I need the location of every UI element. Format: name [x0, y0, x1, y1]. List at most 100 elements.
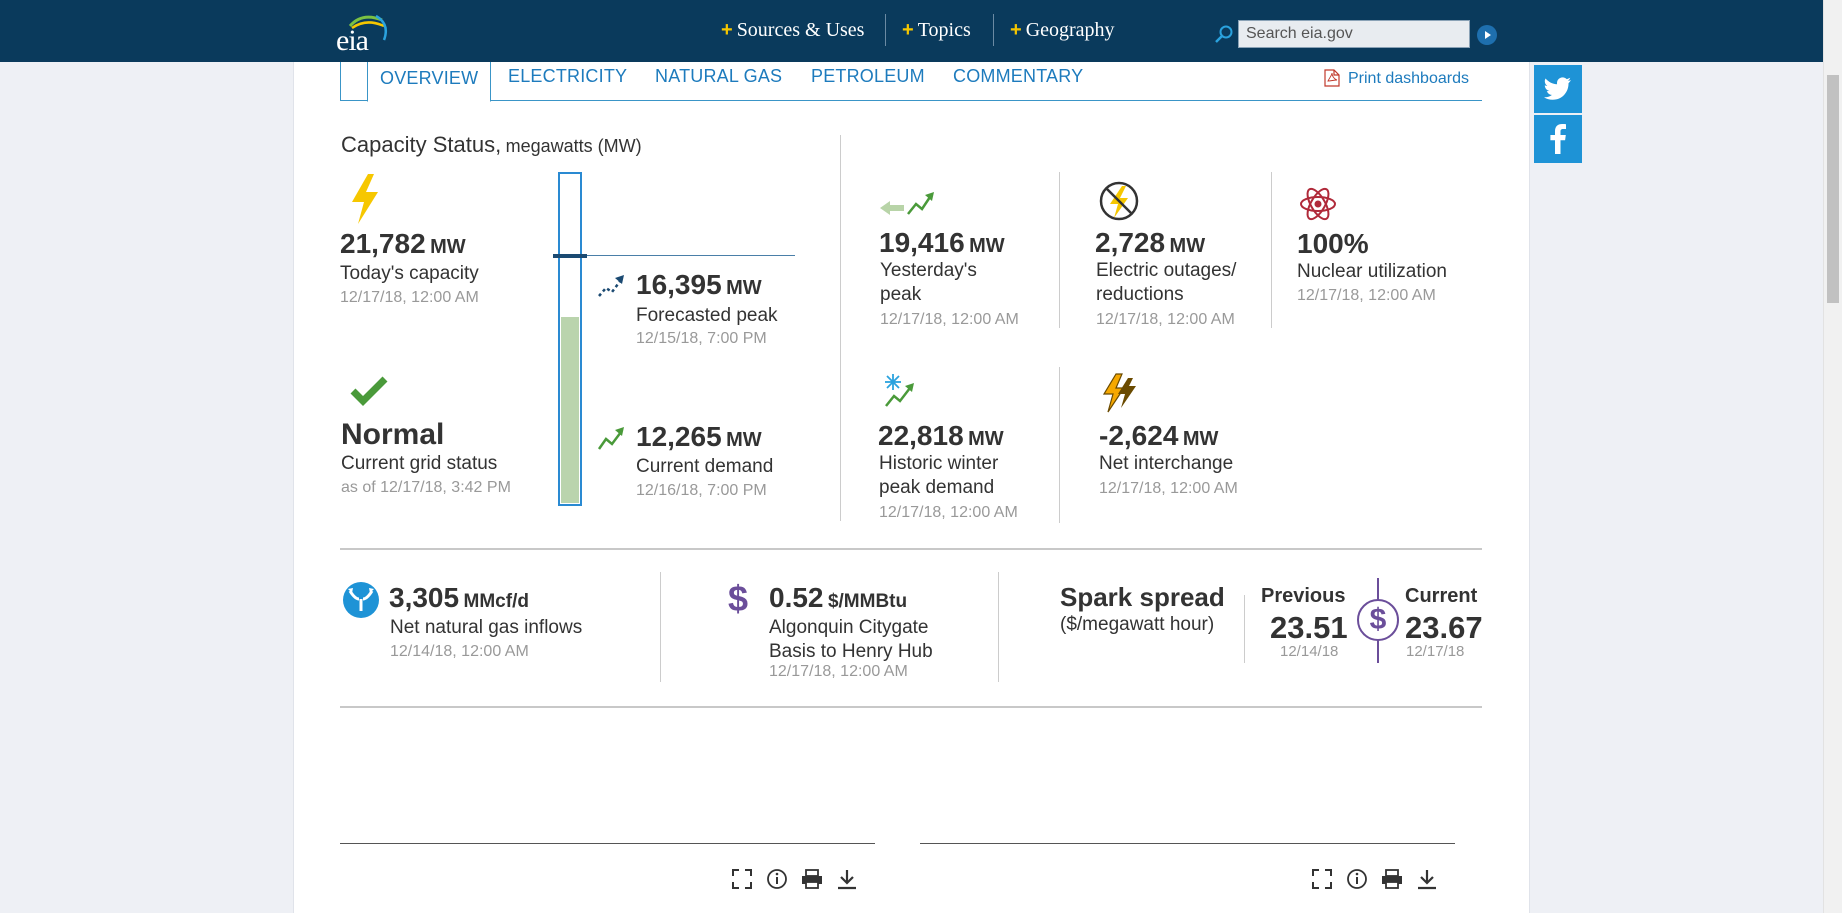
info-icon[interactable]	[766, 868, 788, 890]
yesterday-peak-date: 12/17/18, 12:00 AM	[880, 311, 1019, 328]
gauge-demand-fill	[561, 317, 579, 503]
gas-inflows-label: Net natural gas inflows	[390, 617, 583, 638]
scrollbar[interactable]	[1823, 0, 1842, 913]
tab-electricity[interactable]: ELECTRICITY	[508, 66, 628, 86]
basis-label-line1: Algonquin Citygate	[769, 617, 929, 638]
winter-peak-label-line2: peak demand	[879, 477, 995, 498]
fullscreen-icon[interactable]	[1311, 868, 1333, 890]
spark-previous-label: Previous	[1261, 585, 1346, 607]
todays-capacity-date: 12/17/18, 12:00 AM	[340, 289, 479, 306]
tab-commentary[interactable]: COMMENTARY	[953, 66, 1084, 86]
search-icon[interactable]	[1214, 24, 1234, 44]
tab-bar	[340, 62, 1482, 101]
nuclear-value: 100%	[1297, 228, 1369, 259]
print-icon[interactable]	[800, 868, 824, 890]
demand-trend-icon	[597, 427, 624, 450]
checkmark-icon	[350, 376, 388, 406]
divider	[1059, 367, 1060, 523]
download-icon[interactable]	[1416, 868, 1438, 890]
yesterday-peak-icon	[880, 192, 934, 215]
fullscreen-icon[interactable]	[731, 868, 753, 890]
scrollbar-thumb[interactable]	[1827, 75, 1839, 303]
outages-date: 12/17/18, 12:00 AM	[1096, 311, 1235, 328]
plus-icon: +	[1010, 19, 1022, 41]
main-content	[293, 62, 1530, 913]
nuclear-date: 12/17/18, 12:00 AM	[1297, 287, 1436, 304]
current-demand-label: Current demand	[636, 456, 774, 477]
interchange-icon	[1102, 373, 1136, 413]
atom-icon	[1300, 187, 1336, 221]
nav-geography[interactable]: + Geography	[1010, 19, 1115, 41]
chart-panel-rule	[340, 843, 875, 844]
section-divider	[340, 548, 1482, 550]
outage-icon	[1099, 181, 1139, 221]
twitter-icon	[1544, 77, 1571, 100]
lightning-bolt-icon	[352, 174, 378, 224]
gauge-forecast-line	[553, 255, 795, 256]
pdf-icon	[1324, 69, 1340, 87]
forecasted-peak-date: 12/15/18, 7:00 PM	[636, 330, 767, 347]
yesterday-peak-label-line1: Yesterday's	[880, 260, 977, 281]
basis-date: 12/17/18, 12:00 AM	[769, 663, 908, 680]
interchange-label: Net interchange	[1099, 453, 1234, 474]
basis-value: 0.52 $/MMBtu	[769, 582, 908, 613]
tab-overview[interactable]: OVERVIEW	[367, 62, 492, 102]
divider	[1059, 172, 1060, 328]
natural-gas-icon	[343, 582, 379, 618]
grid-status-value: Normal	[341, 418, 445, 451]
facebook-button[interactable]	[1534, 115, 1582, 163]
forecasted-peak-label: Forecasted peak	[636, 305, 778, 326]
spark-spread-subtitle: ($/megawatt hour)	[1060, 614, 1215, 635]
search-box	[1238, 20, 1470, 48]
interchange-value: -2,624 MW	[1099, 420, 1219, 451]
section-divider	[340, 706, 1482, 708]
logo-swoosh-icon	[348, 14, 387, 41]
tab-natural-gas[interactable]: NATURAL GAS	[655, 66, 783, 86]
capacity-status-heading: Capacity Status, megawatts (MW)	[341, 132, 642, 157]
search-input[interactable]	[1239, 21, 1469, 47]
yesterday-peak-label-line2: peak	[880, 284, 922, 305]
yesterday-peak-value: 19,416 MW	[879, 227, 1005, 258]
info-icon[interactable]	[1346, 868, 1368, 890]
tab-petroleum[interactable]: PETROLEUM	[811, 66, 925, 86]
spark-dollar-icon: $	[1357, 599, 1399, 641]
print-icon[interactable]	[1380, 868, 1404, 890]
divider	[1271, 172, 1272, 328]
interchange-date: 12/17/18, 12:00 AM	[1099, 480, 1238, 497]
grid-status-label: Current grid status	[341, 453, 498, 474]
spark-current-label: Current	[1405, 585, 1478, 607]
tab-bar-edge	[340, 62, 341, 101]
spark-previous-value: 23.51	[1270, 610, 1348, 645]
divider	[660, 572, 661, 682]
spark-current-date: 12/17/18	[1406, 643, 1465, 660]
gauge-forecast-marker	[553, 254, 587, 258]
twitter-button[interactable]	[1534, 65, 1582, 113]
divider	[840, 135, 841, 521]
winter-peak-label-line1: Historic winter	[879, 453, 999, 474]
top-bar	[0, 0, 1823, 62]
divider	[1244, 595, 1245, 663]
outages-label-line2: reductions	[1096, 284, 1184, 305]
dollar-icon: $	[728, 578, 749, 619]
download-icon[interactable]	[836, 868, 858, 890]
nav-topics[interactable]: + Topics	[902, 19, 971, 41]
plus-icon: +	[721, 19, 733, 41]
print-dashboards-link[interactable]: Print dashboards	[1348, 70, 1469, 87]
outages-value: 2,728 MW	[1095, 227, 1206, 258]
forecasted-peak-value: 16,395 MW	[636, 269, 762, 300]
current-demand-date: 12/16/18, 7:00 PM	[636, 482, 767, 499]
nuclear-label: Nuclear utilization	[1297, 261, 1447, 282]
grid-status-date: as of 12/17/18, 3:42 PM	[341, 479, 511, 496]
nav-sources-uses[interactable]: + Sources & Uses	[721, 19, 865, 41]
eia-logo[interactable]: eia	[336, 10, 396, 57]
chart-panel-rule	[920, 843, 1455, 844]
todays-capacity-label: Today's capacity	[340, 263, 479, 284]
divider	[998, 572, 999, 682]
capacity-gauge	[558, 172, 582, 506]
forecast-trend-icon	[598, 275, 624, 297]
outages-label-line1: Electric outages/	[1096, 260, 1237, 281]
plus-icon: +	[902, 19, 914, 41]
search-submit-button[interactable]	[1477, 25, 1497, 45]
current-demand-value: 12,265 MW	[636, 421, 762, 452]
winter-peak-value: 22,818 MW	[878, 420, 1004, 451]
